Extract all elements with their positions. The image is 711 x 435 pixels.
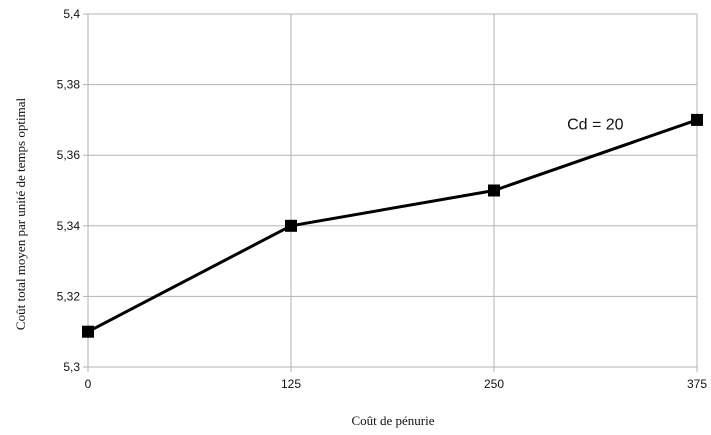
y-tick-label: 5,34 [57, 219, 81, 233]
y-tick-labels: 5,3 5,32 5,34 5,36 5,38 5,4 [57, 7, 81, 374]
x-tick-label: 250 [484, 377, 504, 391]
y-axis-title: Coût total moyen par unité de temps opti… [13, 98, 28, 331]
chart-axes [83, 13, 698, 372]
x-tick-label: 125 [281, 377, 301, 391]
x-axis-title: Coût de pénurie [351, 413, 434, 428]
chart-series [82, 113, 703, 338]
y-tick-label: 5,3 [63, 360, 80, 374]
data-point-marker [488, 184, 500, 197]
chart-annotation: Cd = 20 [567, 116, 624, 133]
chart-grid [88, 13, 698, 367]
series-line [87, 118, 698, 334]
x-tick-label: 0 [85, 377, 92, 391]
y-tick-label: 5,32 [57, 289, 81, 303]
y-tick-label: 5,38 [57, 78, 81, 92]
data-point-marker [691, 113, 703, 126]
chart-annotations: Cd = 20 [567, 116, 624, 133]
data-point-marker [285, 219, 297, 232]
data-point-marker [82, 325, 94, 338]
x-tick-label: 375 [687, 377, 707, 391]
y-tick-label: 5,36 [57, 148, 81, 162]
x-tick-labels: 0 125 250 375 [85, 377, 708, 391]
y-tick-label: 5,4 [63, 7, 80, 21]
